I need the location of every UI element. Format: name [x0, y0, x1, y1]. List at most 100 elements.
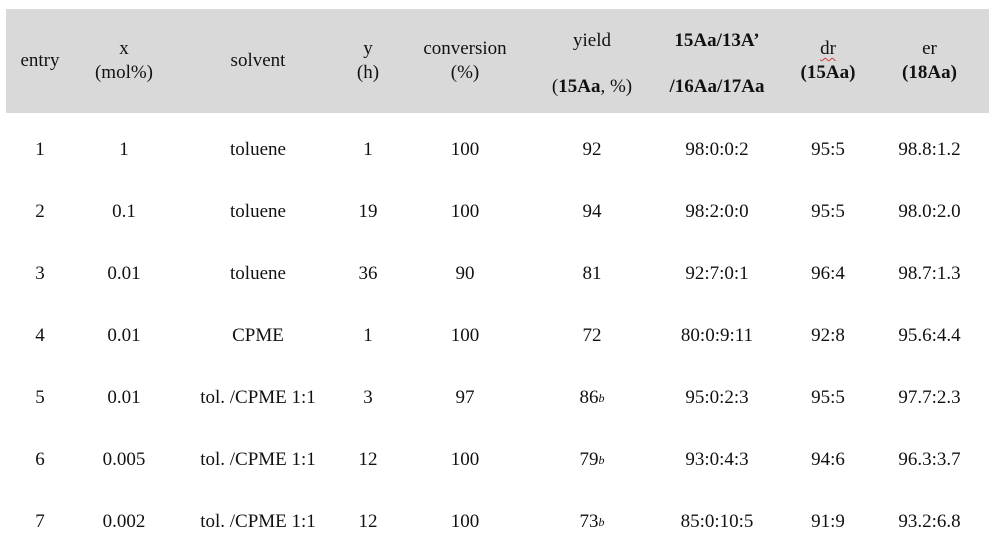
header-ratio-line1: 15Aa/13A’: [674, 30, 760, 51]
cell-y: 3: [363, 387, 373, 408]
cell-solvent: tol. /CPME 1:1: [200, 511, 316, 532]
cell-dr: 95:5: [811, 201, 845, 222]
cell-yield-value: 92: [582, 139, 602, 160]
cell-x: 0.01: [107, 325, 141, 346]
table-row: 4 0.01 CPME 1 100 72 80:0:9:11 92:8 95.6…: [6, 305, 989, 367]
cell-yield: 81: [536, 243, 648, 305]
table-row: 5 0.01 tol. /CPME 1:1 3 97 86 b 95:0:2:3 …: [6, 367, 989, 429]
cell-y: 1: [363, 139, 373, 160]
cell-yield: 72: [536, 305, 648, 367]
cell-entry: 3: [35, 263, 45, 284]
cell-ratio: 92:7:0:1: [685, 263, 749, 284]
header-entry-label: entry: [20, 50, 60, 71]
cell-yield-value: 86: [579, 387, 599, 408]
cell-entry: 2: [35, 201, 45, 222]
cell-yield: 92: [536, 119, 648, 181]
cell-y: 12: [358, 449, 378, 470]
header-y: y (h): [342, 9, 394, 113]
header-x-unit: (mol%): [94, 62, 154, 83]
header-dr-compound: (15Aa): [800, 62, 856, 83]
table-row: 1 1 toluene 1 100 92 98:0:0:2 95:5 98.8:…: [6, 119, 989, 181]
cell-yield-value: 73: [579, 511, 599, 532]
cell-yield-value: 94: [582, 201, 602, 222]
cell-er: 96.3:3.7: [898, 449, 961, 470]
cell-dr: 92:8: [811, 325, 845, 346]
cell-dr: 96:4: [811, 263, 845, 284]
header-dr: dr (15Aa): [786, 9, 870, 113]
cell-er: 98.0:2.0: [898, 201, 961, 222]
cell-x: 1: [119, 139, 129, 160]
header-er-label: er: [922, 38, 937, 59]
cell-dr: 95:5: [811, 387, 845, 408]
cell-yield: 73 b: [579, 511, 605, 532]
cell-y: 36: [358, 263, 378, 284]
cell-entry: 1: [35, 139, 45, 160]
cell-x: 0.002: [102, 511, 146, 532]
table-row: 3 0.01 toluene 36 90 81 92:7:0:1 96:4 98…: [6, 243, 989, 305]
cell-ratio: 93:0:4:3: [685, 449, 749, 470]
cell-entry: 7: [35, 511, 45, 532]
cell-solvent: tol. /CPME 1:1: [200, 449, 316, 470]
cell-conversion: 90: [455, 263, 475, 284]
header-solvent-label: solvent: [230, 50, 286, 71]
table-row: 7 0.002 tol. /CPME 1:1 12 100 73 b 85:0:1…: [6, 491, 989, 553]
table-body: 1 1 toluene 1 100 92 98:0:0:2 95:5 98.8:…: [6, 113, 989, 553]
cell-yield: 94: [536, 181, 648, 243]
header-conversion: conversion (%): [394, 9, 536, 113]
cell-ratio: 98:2:0:0: [685, 201, 749, 222]
cell-entry: 4: [35, 325, 45, 346]
cell-dr: 91:9: [811, 511, 845, 532]
cell-yield: 79 b: [579, 449, 605, 470]
cell-solvent: toluene: [230, 263, 286, 284]
header-yield-open: (: [551, 76, 559, 97]
cell-ratio: 80:0:9:11: [680, 325, 754, 346]
table-row: 6 0.005 tol. /CPME 1:1 12 100 79 b 93:0:4…: [6, 429, 989, 491]
cell-x: 0.01: [107, 263, 141, 284]
cell-solvent: CPME: [232, 325, 284, 346]
cell-er: 98.7:1.3: [898, 263, 961, 284]
cell-solvent: toluene: [230, 139, 286, 160]
cell-conversion: 100: [450, 139, 480, 160]
cell-er: 98.8:1.2: [898, 139, 961, 160]
header-x: x (mol%): [74, 9, 174, 113]
cell-conversion: 97: [455, 387, 475, 408]
header-er: er (18Aa): [870, 9, 989, 113]
header-solvent: solvent: [174, 9, 342, 113]
cell-ratio: 95:0:2:3: [685, 387, 749, 408]
results-table: entry x (mol%) solvent y (h) conversion …: [6, 9, 989, 553]
cell-dr: 95:5: [811, 139, 845, 160]
header-ratio-line2: /16Aa/17Aa: [669, 76, 765, 97]
table-row: 2 0.1 toluene 19 100 94 98:2:0:0 95:5 98…: [6, 181, 989, 243]
header-dr-label: dr: [820, 38, 836, 59]
cell-y: 1: [363, 325, 373, 346]
cell-entry: 6: [35, 449, 45, 470]
cell-solvent: tol. /CPME 1:1: [200, 387, 316, 408]
cell-conversion: 100: [450, 449, 480, 470]
header-entry: entry: [6, 9, 74, 113]
header-ratio: 15Aa/13A’ /16Aa/17Aa: [648, 9, 786, 113]
cell-x: 0.01: [107, 387, 141, 408]
cell-conversion: 100: [450, 511, 480, 532]
cell-yield-value: 72: [582, 325, 602, 346]
cell-y: 19: [358, 201, 378, 222]
cell-yield: 86 b: [579, 387, 605, 408]
header-yield-compound: 15Aa: [558, 76, 601, 97]
header-yield-label: yield: [573, 30, 611, 51]
cell-y: 12: [358, 511, 378, 532]
header-er-compound: (18Aa): [902, 62, 957, 83]
cell-er: 97.7:2.3: [898, 387, 961, 408]
cell-ratio: 98:0:0:2: [685, 139, 749, 160]
cell-er: 93.2:6.8: [898, 511, 961, 532]
cell-er: 95.6:4.4: [898, 325, 961, 346]
header-yield-rest: , %): [600, 76, 633, 97]
header-y-unit: (h): [356, 62, 380, 83]
cell-x: 0.1: [112, 201, 136, 222]
header-conversion-label: conversion: [423, 38, 507, 59]
cell-conversion: 100: [450, 325, 480, 346]
header-conversion-unit: (%): [450, 62, 480, 83]
cell-x: 0.005: [102, 449, 146, 470]
cell-conversion: 100: [450, 201, 480, 222]
cell-entry: 5: [35, 387, 45, 408]
header-x-label: x: [119, 38, 129, 59]
table-header: entry x (mol%) solvent y (h) conversion …: [6, 9, 989, 113]
